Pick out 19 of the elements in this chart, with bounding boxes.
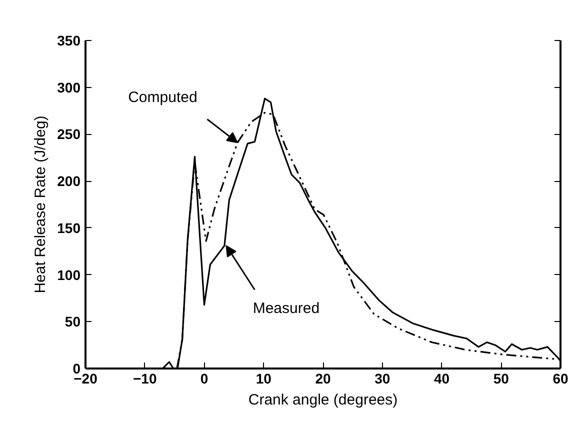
x-tick-label: −10: [133, 370, 157, 386]
y-tick-label: 50: [64, 314, 81, 330]
x-tick-label: 0: [200, 370, 208, 386]
y-axis-title: Heat Release Rate (J/deg): [32, 116, 50, 294]
y-tick-label: 350: [57, 32, 81, 48]
y-tick-label: 150: [57, 220, 81, 236]
x-tick-label: 20: [315, 370, 331, 386]
x-tick-label: 10: [256, 370, 272, 386]
annotation: Measured: [252, 300, 320, 318]
x-tick-label: 30: [374, 370, 390, 386]
x-axis-title: Crank angle (degrees): [248, 392, 398, 408]
y-tick-label: 100: [57, 266, 81, 283]
x-tick-label: 40: [434, 370, 450, 386]
y-tick-label: 250: [57, 126, 81, 142]
annotation: Computed: [128, 89, 198, 106]
x-tick-label: 50: [493, 370, 510, 386]
y-tick-label: 200: [57, 173, 81, 190]
x-tick-label: 60: [552, 370, 568, 386]
y-tick-label: 300: [57, 79, 81, 96]
